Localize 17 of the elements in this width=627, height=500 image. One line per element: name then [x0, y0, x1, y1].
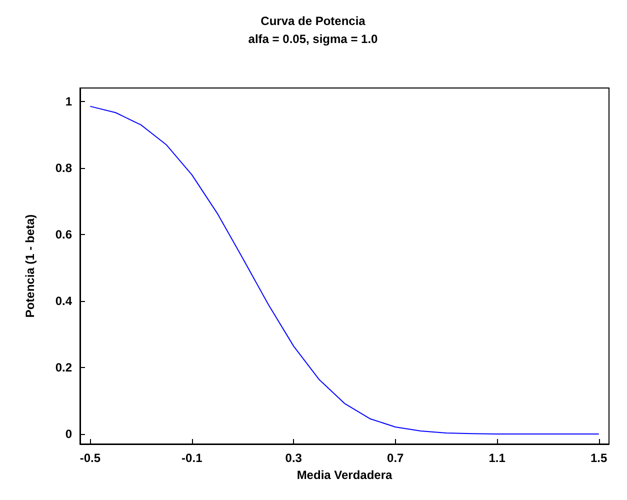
line-series	[90, 106, 600, 435]
chart-title: Curva de Potencia	[260, 14, 366, 28]
chart-subtitle: alfa = 0.05, sigma = 1.0	[248, 32, 378, 46]
y-axis-title: Potencia (1 - beta)	[23, 214, 37, 318]
y-tick-label: 0.4	[55, 294, 72, 308]
x-tick-label: 0.7	[387, 451, 404, 465]
y-tick-label: 0	[65, 427, 72, 442]
x-tick-label: 1.5	[590, 451, 608, 465]
y-tick-label: 0.6	[55, 227, 72, 242]
y-tick-label: 1	[65, 94, 72, 108]
y-tick-label: 0.8	[55, 160, 72, 175]
x-tick-label: -0.5	[80, 451, 101, 465]
x-axis-title: Media Verdadera	[296, 468, 393, 482]
x-tick-label: 1.1	[488, 451, 506, 465]
x-tick-label: -0.1	[182, 451, 203, 465]
y-tick-label: 0.2	[55, 360, 72, 374]
x-tick-label: 0.3	[285, 451, 302, 465]
